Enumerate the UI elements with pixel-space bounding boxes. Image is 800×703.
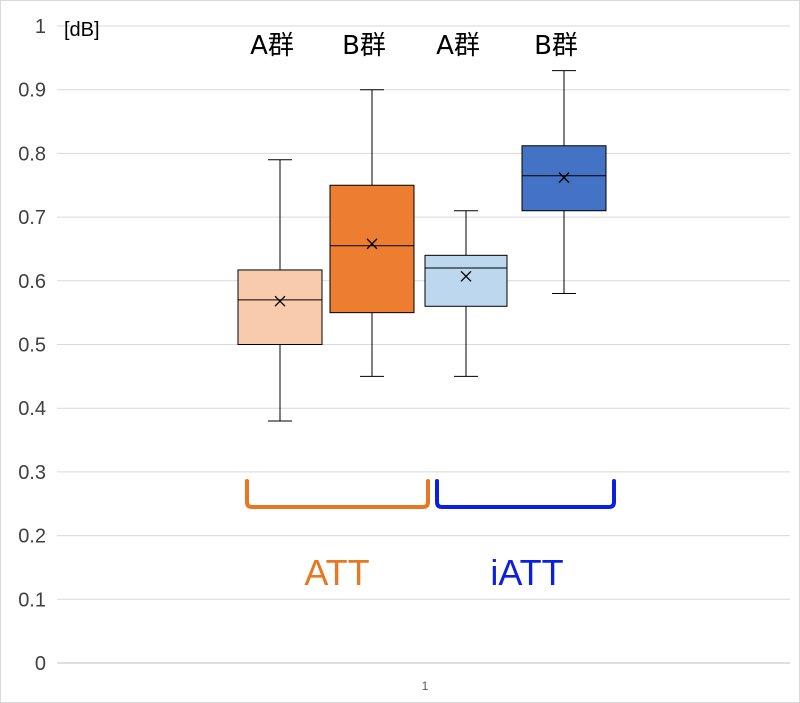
y-tick-label: 0.7: [18, 207, 46, 229]
y-tick-label: 0: [35, 653, 46, 675]
box-2: [329, 89, 415, 377]
gridlines: [57, 25, 790, 664]
y-tick-label: 0.2: [18, 526, 46, 548]
x-axis-tick-label: 1: [422, 679, 429, 693]
y-tick-label: 0.5: [18, 335, 46, 357]
mean-marker: [274, 295, 286, 307]
bracket-label: iATT: [490, 552, 563, 593]
unit-label: [dB]: [64, 19, 100, 41]
y-tick-label: 0.8: [18, 143, 46, 165]
box-4: [521, 70, 607, 295]
y-tick-label: 0.1: [18, 589, 46, 611]
bracket-iatt: [435, 479, 616, 509]
y-tick-label: 0.9: [18, 80, 46, 102]
group-label: A群: [250, 31, 294, 61]
mean-marker: [366, 238, 378, 250]
mean-marker: [558, 172, 570, 184]
iqr-box: [329, 184, 415, 314]
brackets: ATT iATT: [245, 479, 616, 593]
bracket-label: ATT: [304, 552, 369, 593]
y-axis-tick-labels: 0 0.1 0.2 0.3 0.4 0.5 0.6 0.7 0.8 0.9 1: [18, 16, 46, 675]
box-series: [237, 70, 607, 422]
box-3: [424, 210, 508, 377]
mean-marker: [460, 270, 472, 282]
box-1: [237, 159, 323, 422]
group-label: B群: [534, 31, 578, 61]
y-tick-label: 1: [35, 16, 46, 38]
group-labels: A群 B群 A群 B群: [250, 31, 578, 61]
iqr-box: [424, 254, 508, 307]
bracket-att: [245, 479, 430, 509]
y-tick-label: 0.4: [18, 398, 46, 420]
iqr-box: [237, 269, 323, 346]
y-tick-label: 0.6: [18, 271, 46, 293]
group-label: B群: [342, 31, 386, 61]
group-label: A群: [436, 31, 480, 61]
y-tick-label: 0.3: [18, 462, 46, 484]
